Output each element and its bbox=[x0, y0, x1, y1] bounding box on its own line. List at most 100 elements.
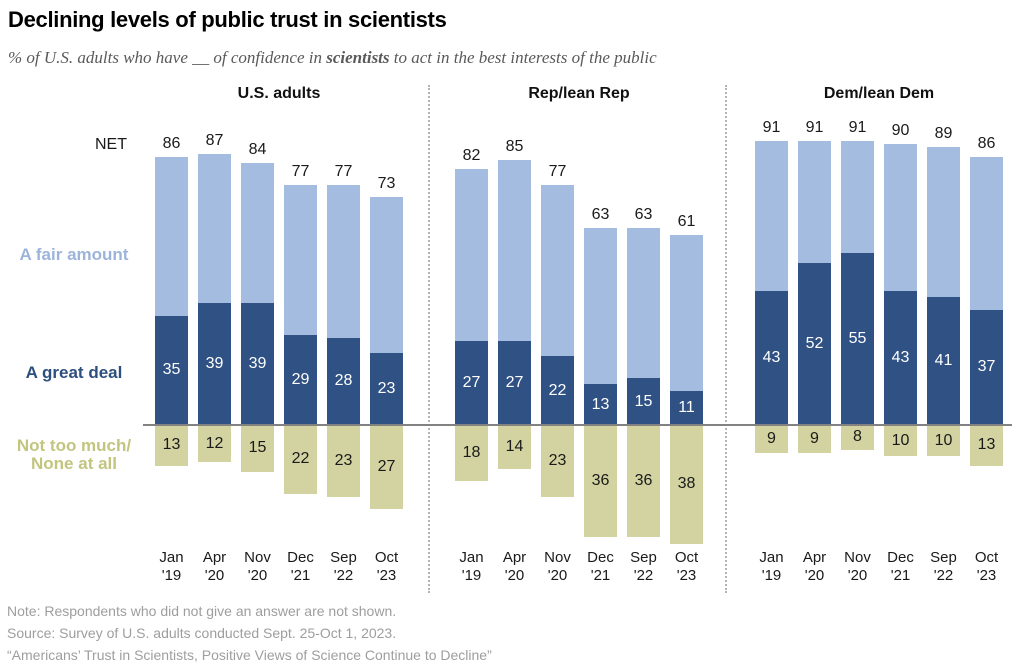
x-axis-label: Oct '23 bbox=[364, 549, 409, 585]
not-too-much-segment: 36 bbox=[627, 425, 660, 538]
great-deal-segment: 29 bbox=[284, 334, 317, 425]
net-value: 82 bbox=[462, 147, 481, 165]
fair-amount-segment bbox=[670, 234, 703, 391]
x-label-year: '19 bbox=[461, 567, 482, 584]
not-too-much-segment: 23 bbox=[541, 425, 574, 497]
x-label-month: Sep bbox=[330, 549, 357, 566]
great-deal-segment: 23 bbox=[370, 353, 403, 425]
x-label-month: Sep bbox=[930, 549, 957, 566]
x-axis-label: Sep '22 bbox=[321, 549, 366, 585]
x-label-year: '23 bbox=[376, 567, 397, 584]
not-too-much-segment: 9 bbox=[798, 425, 831, 454]
great-deal-segment: 43 bbox=[884, 290, 917, 425]
x-label-month: Oct bbox=[374, 549, 399, 566]
x-axis-label: Dec '21 bbox=[578, 549, 623, 585]
x-axis-label: Dec '21 bbox=[878, 549, 923, 585]
great-deal-segment: 52 bbox=[798, 262, 831, 425]
bar-column: 77 22 23 Nov '20 bbox=[541, 0, 574, 670]
x-label-month: Jan bbox=[759, 549, 784, 566]
fair-amount-segment bbox=[970, 156, 1003, 310]
fair-amount-segment bbox=[455, 169, 488, 341]
x-axis-label: Apr '20 bbox=[492, 549, 537, 585]
note-line: “Americans’ Trust in Scientists, Positiv… bbox=[7, 647, 492, 663]
net-axis-label: NET bbox=[95, 136, 127, 153]
x-label-month: Dec bbox=[887, 549, 914, 566]
x-label-year: '21 bbox=[590, 567, 611, 584]
x-label-month: Dec bbox=[287, 549, 314, 566]
bar-column: 91 43 9 Jan '19 bbox=[755, 0, 788, 670]
net-value: 90 bbox=[891, 122, 910, 140]
fair-amount-segment bbox=[498, 159, 531, 341]
bar-column: 63 13 36 Dec '21 bbox=[584, 0, 617, 670]
bar-column: 77 28 23 Sep '22 bbox=[327, 0, 360, 670]
great-deal-segment: 15 bbox=[627, 378, 660, 425]
x-label-month: Nov bbox=[244, 549, 271, 566]
bar-column: 91 55 8 Nov '20 bbox=[841, 0, 874, 670]
bar-column: 86 37 13 Oct '23 bbox=[970, 0, 1003, 670]
bar-column: 84 39 15 Nov '20 bbox=[241, 0, 274, 670]
x-label-year: '23 bbox=[676, 567, 697, 584]
x-label-year: '22 bbox=[333, 567, 354, 584]
x-label-year: '21 bbox=[290, 567, 311, 584]
great-deal-segment: 37 bbox=[970, 309, 1003, 425]
x-label-month: Nov bbox=[844, 549, 871, 566]
subtitle-post: to act in the best interests of the publ… bbox=[389, 48, 657, 67]
great-deal-segment: 27 bbox=[455, 340, 488, 425]
great-deal-segment: 39 bbox=[241, 303, 274, 425]
bar-column: 91 52 9 Apr '20 bbox=[798, 0, 831, 670]
fair-amount-segment bbox=[627, 228, 660, 379]
x-axis-label: Sep '22 bbox=[621, 549, 666, 585]
x-label-year: '19 bbox=[161, 567, 182, 584]
net-value: 86 bbox=[977, 134, 996, 152]
great-deal-segment: 55 bbox=[841, 253, 874, 425]
x-label-month: Jan bbox=[459, 549, 484, 566]
net-value: 63 bbox=[634, 206, 653, 224]
legend-fair-amount-label: A fair amount bbox=[19, 245, 129, 264]
x-label-year: '20 bbox=[847, 567, 868, 584]
x-axis-label: Oct '23 bbox=[964, 549, 1009, 585]
fair-amount-segment bbox=[284, 184, 317, 335]
bar-column: 63 15 36 Sep '22 bbox=[627, 0, 660, 670]
legend-great-deal-label: A great deal bbox=[25, 363, 123, 382]
not-too-much-segment: 15 bbox=[241, 425, 274, 472]
fair-amount-segment bbox=[327, 184, 360, 338]
not-too-much-segment: 13 bbox=[155, 425, 188, 466]
bar-column: 73 23 27 Oct '23 bbox=[370, 0, 403, 670]
not-too-much-segment: 38 bbox=[670, 425, 703, 544]
x-label-month: Apr bbox=[502, 549, 527, 566]
bar-column: 86 35 13 Jan '19 bbox=[155, 0, 188, 670]
net-value: 85 bbox=[505, 137, 524, 155]
not-too-much-segment: 14 bbox=[498, 425, 531, 469]
panel-divider bbox=[725, 85, 727, 593]
fair-amount-segment bbox=[541, 184, 574, 357]
x-label-year: '23 bbox=[976, 567, 997, 584]
net-value: 61 bbox=[677, 212, 696, 230]
note-line: Note: Respondents who did not give an an… bbox=[7, 603, 397, 619]
fair-amount-segment bbox=[241, 162, 274, 304]
x-label-year: '20 bbox=[547, 567, 568, 584]
great-deal-segment: 11 bbox=[670, 390, 703, 425]
subtitle-bold-word: scientists bbox=[326, 48, 390, 67]
panel-1: 82 27 18 Jan '19 85 27 14 Apr '20 77 22 23 Nov '20 63 13… bbox=[455, 0, 703, 670]
x-label-year: '20 bbox=[247, 567, 268, 584]
net-value: 91 bbox=[762, 119, 781, 137]
x-label-year: '20 bbox=[204, 567, 225, 584]
x-axis-label: Jan '19 bbox=[449, 549, 494, 585]
x-label-year: '22 bbox=[633, 567, 654, 584]
x-label-month: Nov bbox=[544, 549, 571, 566]
not-too-much-segment: 12 bbox=[198, 425, 231, 463]
x-axis-label: Nov '20 bbox=[535, 549, 580, 585]
panel-title-2: Dem/lean Dem bbox=[823, 85, 935, 102]
x-axis-label: Nov '20 bbox=[235, 549, 280, 585]
note-line: Source: Survey of U.S. adults conducted … bbox=[7, 625, 397, 641]
x-label-year: '21 bbox=[890, 567, 911, 584]
net-value: 91 bbox=[848, 119, 867, 137]
great-deal-segment: 41 bbox=[927, 297, 960, 425]
not-too-much-segment: 27 bbox=[370, 425, 403, 510]
fair-amount-segment bbox=[755, 141, 788, 291]
great-deal-segment: 43 bbox=[755, 290, 788, 425]
net-value: 87 bbox=[205, 131, 224, 149]
bar-column: 61 11 38 Oct '23 bbox=[670, 0, 703, 670]
x-label-month: Sep bbox=[630, 549, 657, 566]
